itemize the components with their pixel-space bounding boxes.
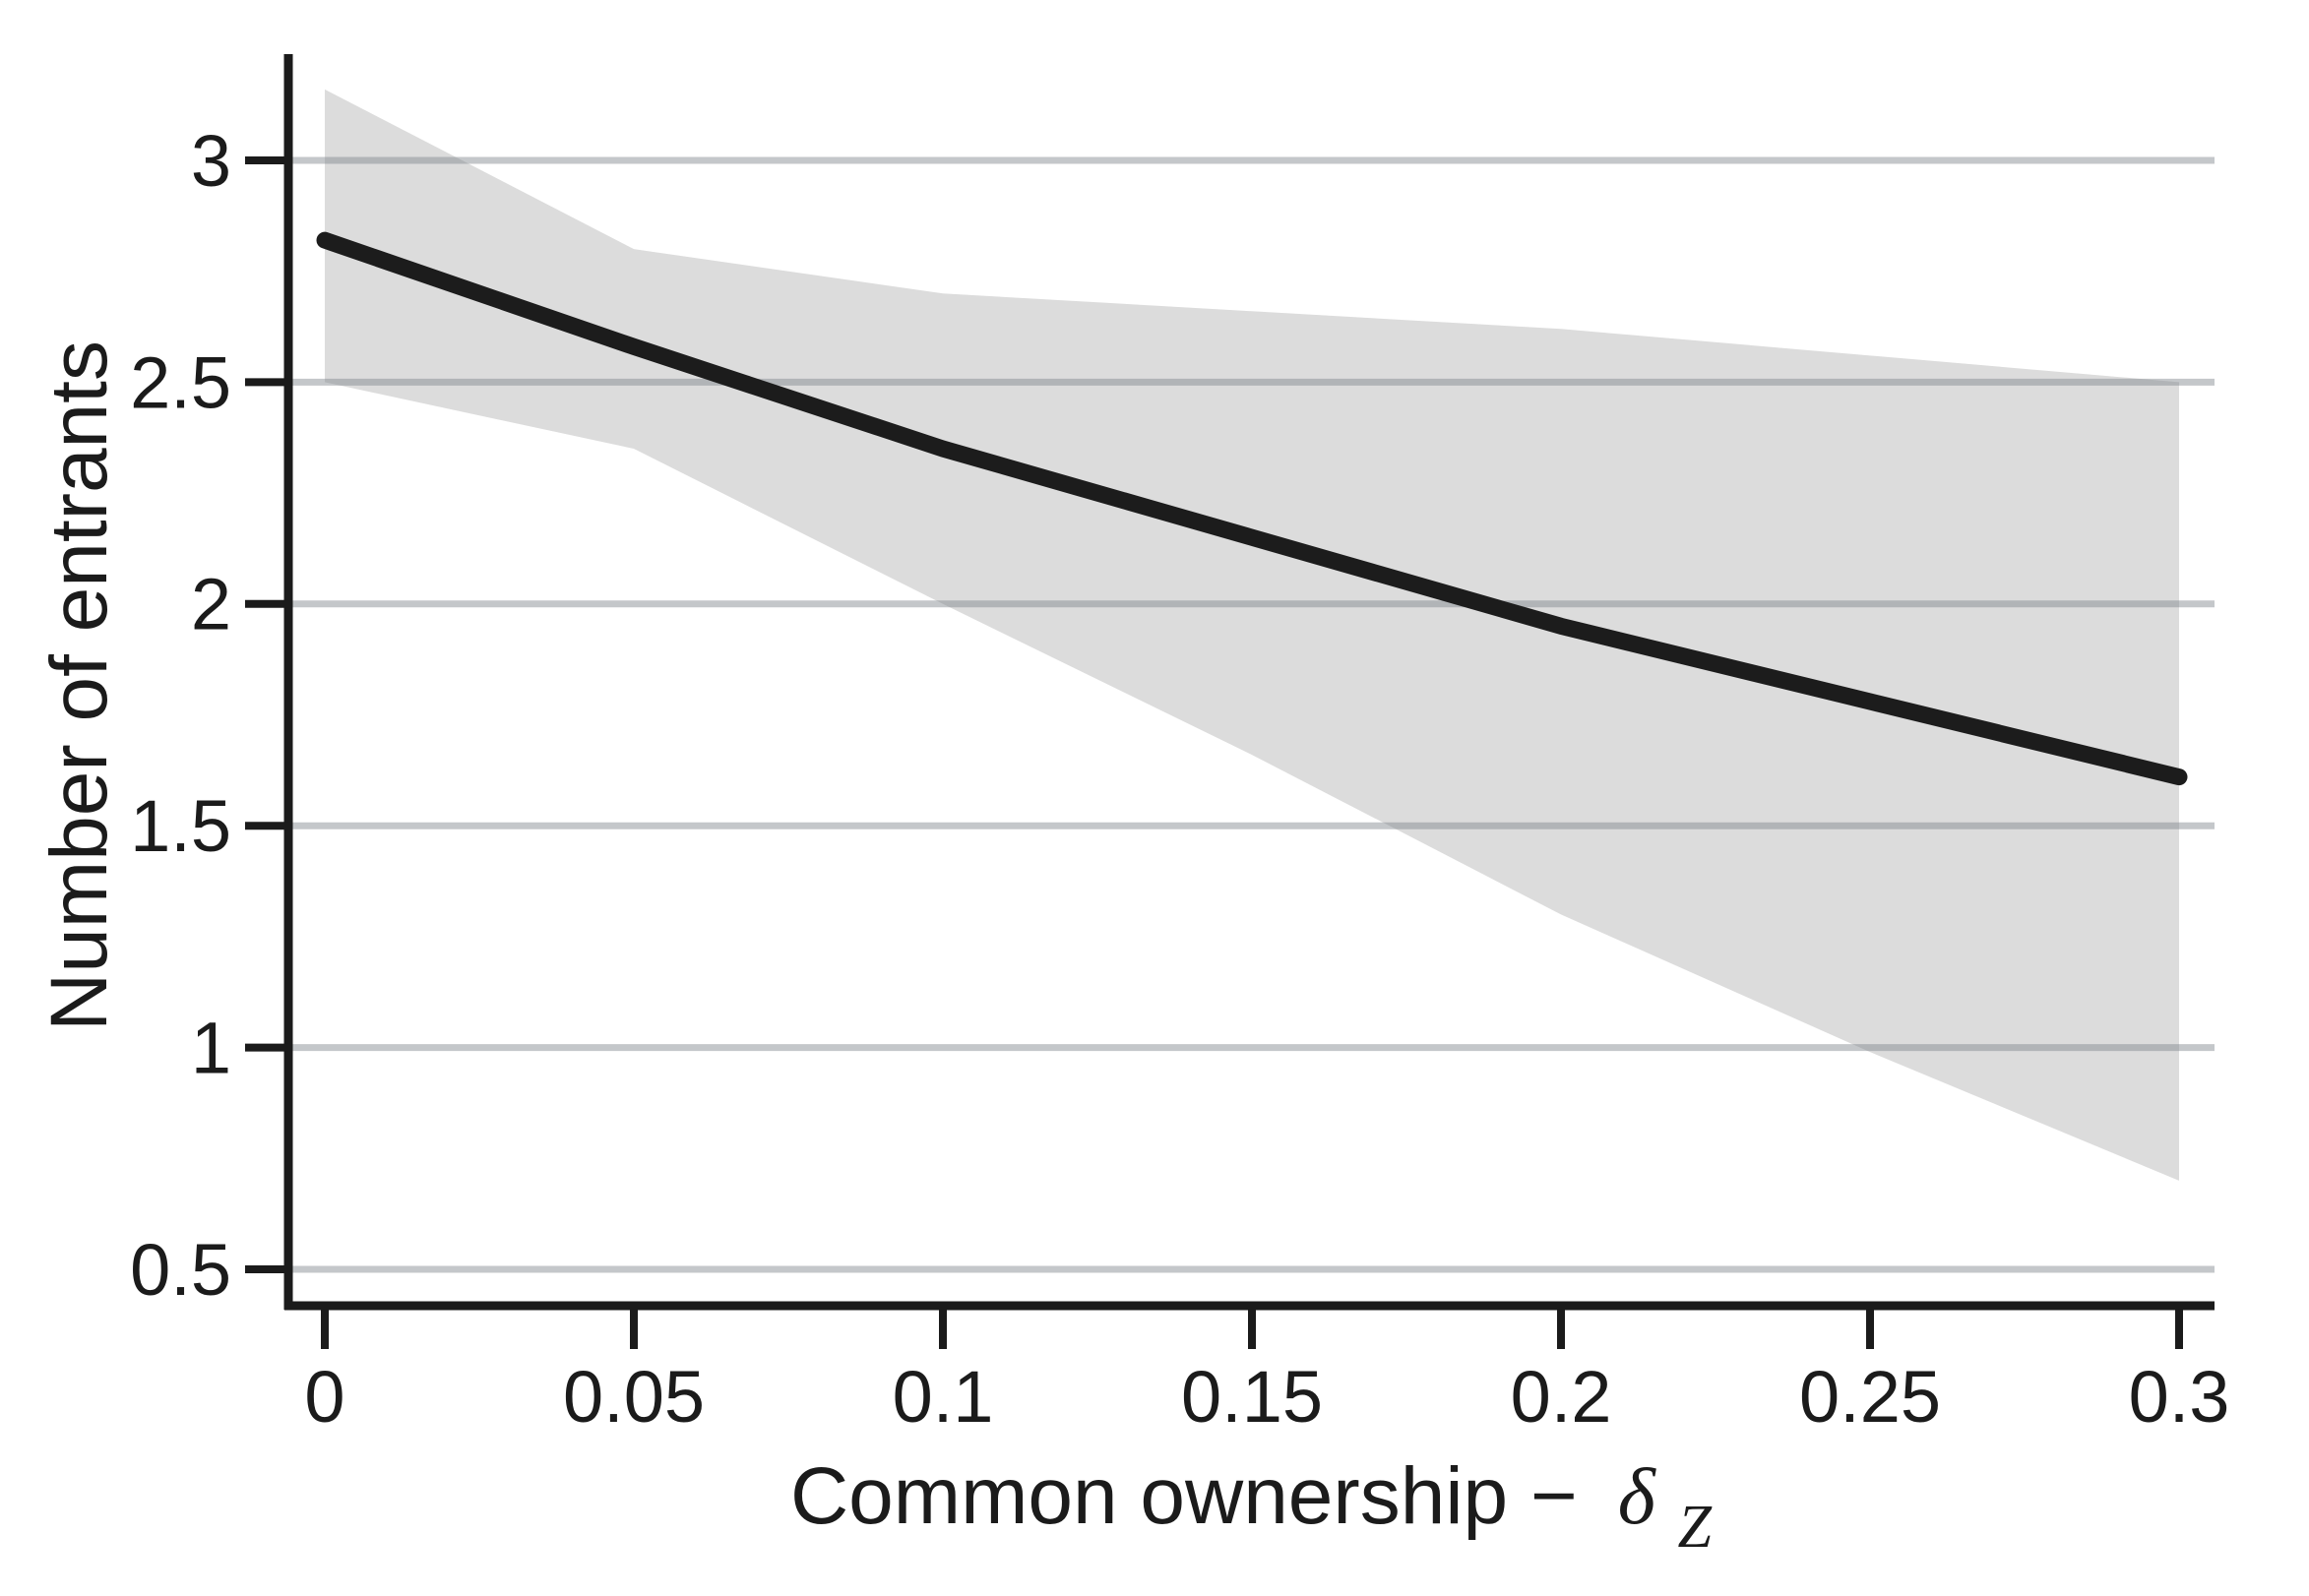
x-tick-label: 0.15 xyxy=(1181,1356,1323,1438)
x-tick-label: 0.2 xyxy=(1511,1356,1612,1438)
confidence-band xyxy=(325,89,2179,1181)
x-tick-label: 0.3 xyxy=(2129,1356,2230,1438)
y-tick-label: 1.5 xyxy=(130,785,231,867)
delta-subscript: Z xyxy=(1678,1494,1713,1561)
x-axis-title-text: Common ownership − xyxy=(790,1451,1578,1541)
x-tick-label: 0.05 xyxy=(563,1356,705,1438)
x-tick-label: 0 xyxy=(304,1356,344,1438)
y-tick-label: 2 xyxy=(191,564,231,645)
mean-line xyxy=(316,231,2188,786)
delta-symbol: δ xyxy=(1618,1451,1657,1541)
x-tick-label: 0.25 xyxy=(1799,1356,1941,1438)
y-tick-label: 1 xyxy=(191,1008,231,1089)
y-tick-label: 3 xyxy=(191,120,231,202)
y-axis-title: Number of entrants xyxy=(34,340,124,1031)
x-tick-label: 0.1 xyxy=(893,1356,994,1438)
y-tick-label: 2.5 xyxy=(130,341,231,423)
x-axis-title: Common ownership − δ Z xyxy=(790,1451,1713,1561)
y-tick-label: 0.5 xyxy=(130,1229,231,1311)
